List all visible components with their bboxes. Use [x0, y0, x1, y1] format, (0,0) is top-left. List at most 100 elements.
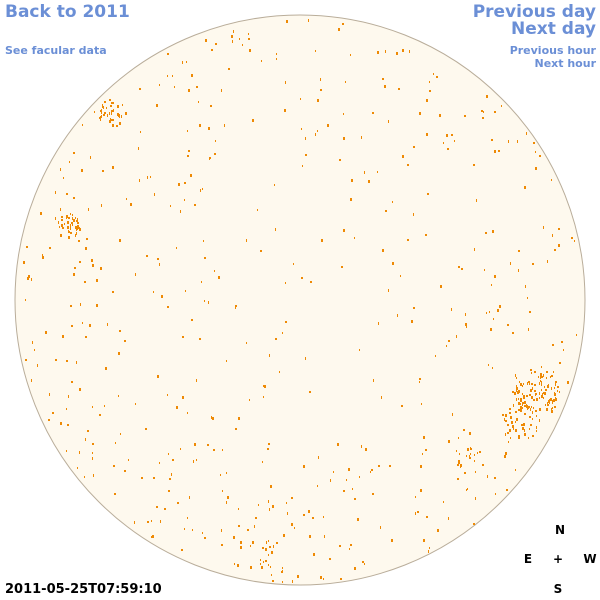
facula-speck [240, 546, 242, 549]
facula-speck [112, 124, 114, 127]
previous-day-link[interactable]: Previous day [472, 2, 596, 22]
next-day-link[interactable]: Next day [511, 19, 596, 39]
facula-speck [72, 217, 73, 219]
facula-speck [100, 116, 101, 119]
facula-speck [88, 208, 89, 211]
facula-speck [282, 581, 283, 583]
facula-speck [413, 213, 414, 216]
facula-speck [233, 30, 234, 33]
facula-speck [80, 303, 81, 306]
facula-speck [300, 98, 301, 100]
facula-speck [208, 127, 210, 130]
facula-speck [457, 464, 459, 466]
facula-speck [92, 443, 94, 445]
facula-speck [69, 161, 70, 163]
facula-speck [457, 478, 459, 480]
facula-speck [305, 357, 306, 360]
see-facular-data-link[interactable]: See facular data [5, 44, 107, 57]
facula-speck [192, 529, 193, 531]
facula-speck [86, 238, 88, 240]
facula-speck [32, 341, 33, 344]
facula-speck [67, 226, 69, 229]
facula-speck [67, 424, 69, 426]
facula-speck [272, 580, 274, 582]
facula-speck [533, 407, 534, 409]
facula-speck [85, 438, 86, 441]
facula-speck [115, 442, 116, 444]
facula-speck [213, 449, 215, 451]
facula-speck [474, 454, 475, 456]
facula-speck [543, 397, 544, 399]
facula-speck [265, 548, 267, 551]
facula-speck [191, 319, 193, 321]
facula-speck [55, 359, 57, 361]
facula-speck [576, 334, 577, 336]
facula-speck [518, 402, 520, 405]
facula-speck [522, 393, 523, 395]
facula-speck [285, 321, 287, 323]
facula-speck [491, 139, 493, 141]
facula-speck [164, 508, 166, 510]
facula-speck [187, 517, 188, 519]
facula-speck [555, 381, 557, 383]
facula-speck [419, 381, 420, 383]
facula-speck [415, 512, 416, 515]
facula-speck [103, 106, 104, 109]
facula-speck [201, 281, 202, 283]
facula-speck [539, 397, 540, 399]
facula-speck [96, 304, 98, 307]
facula-speck [539, 382, 540, 385]
facula-speck [529, 428, 530, 430]
facula-speck [305, 137, 306, 140]
facula-speck [92, 264, 94, 267]
facula-speck [554, 393, 556, 396]
next-hour-link[interactable]: Next hour [534, 57, 597, 70]
facula-speck [522, 407, 523, 409]
facula-speck [182, 336, 184, 338]
facula-speck [117, 113, 119, 115]
facula-speck [177, 502, 179, 504]
facula-speck [338, 28, 340, 31]
facula-speck [113, 109, 114, 112]
facula-speck [118, 395, 119, 397]
facula-speck [248, 33, 249, 35]
facula-speck [494, 275, 496, 278]
facula-speck [258, 504, 259, 506]
facula-speck [77, 218, 78, 221]
facula-speck [535, 167, 537, 170]
facula-speck [467, 488, 468, 490]
facula-speck [281, 571, 282, 573]
facula-speck [528, 437, 529, 439]
facula-speck [523, 383, 524, 385]
previous-hour-link[interactable]: Previous hour [509, 44, 596, 57]
facula-speck [522, 402, 523, 404]
facula-speck [428, 550, 429, 553]
facula-speck [447, 148, 449, 150]
facula-speck [73, 197, 75, 199]
facula-speck [482, 117, 484, 119]
facula-speck [313, 553, 315, 556]
facula-speck [279, 371, 280, 373]
facula-speck [271, 574, 272, 576]
facula-speck [443, 501, 444, 503]
facula-speck [458, 437, 459, 439]
facula-speck [509, 429, 511, 432]
back-to-year-link[interactable]: Back to 2011 [5, 2, 130, 22]
facula-speck [470, 447, 471, 449]
facula-speck [265, 560, 267, 562]
facula-speck [407, 239, 409, 241]
facula-speck [343, 229, 345, 232]
facula-speck [199, 338, 201, 340]
facula-speck [212, 417, 214, 420]
facula-speck [252, 119, 254, 122]
facula-speck [559, 391, 560, 393]
facula-speck [210, 105, 212, 107]
facula-speck [111, 112, 112, 115]
facula-speck [291, 497, 293, 499]
facula-speck [465, 323, 467, 326]
facula-speck [491, 284, 492, 286]
facula-speck [536, 430, 537, 432]
facula-speck [248, 38, 250, 40]
facula-speck [437, 529, 439, 532]
facula-speck [357, 518, 359, 521]
